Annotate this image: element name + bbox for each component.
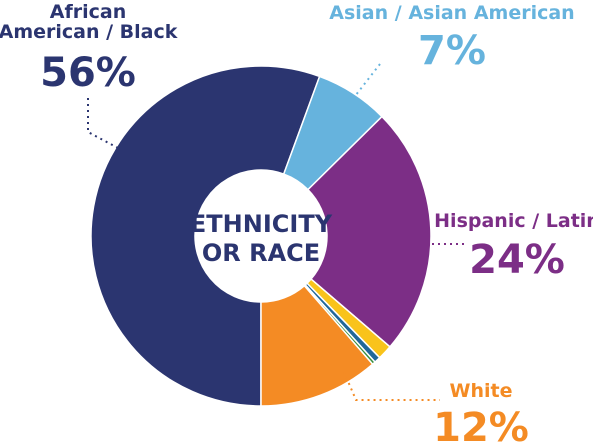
label-african-american: African American / Black 56% (0, 1, 178, 96)
pct-white: 12% (433, 405, 529, 448)
pct-hispanic: 24% (469, 237, 565, 283)
label-hispanic: Hispanic / Latin 24% (434, 210, 593, 283)
donut-slice-0 (90, 65, 321, 407)
leader-lines (87, 63, 468, 401)
leader-line-white (343, 371, 440, 401)
label-white-line-1: White (450, 380, 513, 402)
label-hispanic-line-1: Hispanic / Latin (434, 210, 593, 232)
label-african-american-line-2: American / Black (0, 21, 178, 43)
center-label: ETHNICITY OR RACE (190, 210, 333, 267)
label-white: White 12% (433, 380, 529, 448)
label-african-american-line-1: African (50, 1, 126, 23)
donut-center-hole (195, 170, 327, 302)
label-asian: Asian / Asian American 7% (329, 2, 574, 74)
donut-slices (90, 65, 432, 407)
leader-line-asian (351, 63, 381, 101)
center-label-line-1: ETHNICITY (190, 210, 333, 238)
label-asian-line-1: Asian / Asian American (329, 2, 574, 24)
pct-asian: 7% (418, 28, 486, 74)
pct-african-american: 56% (40, 50, 136, 96)
leader-line-african-american (87, 98, 119, 149)
center-label-line-2: OR RACE (202, 239, 320, 267)
